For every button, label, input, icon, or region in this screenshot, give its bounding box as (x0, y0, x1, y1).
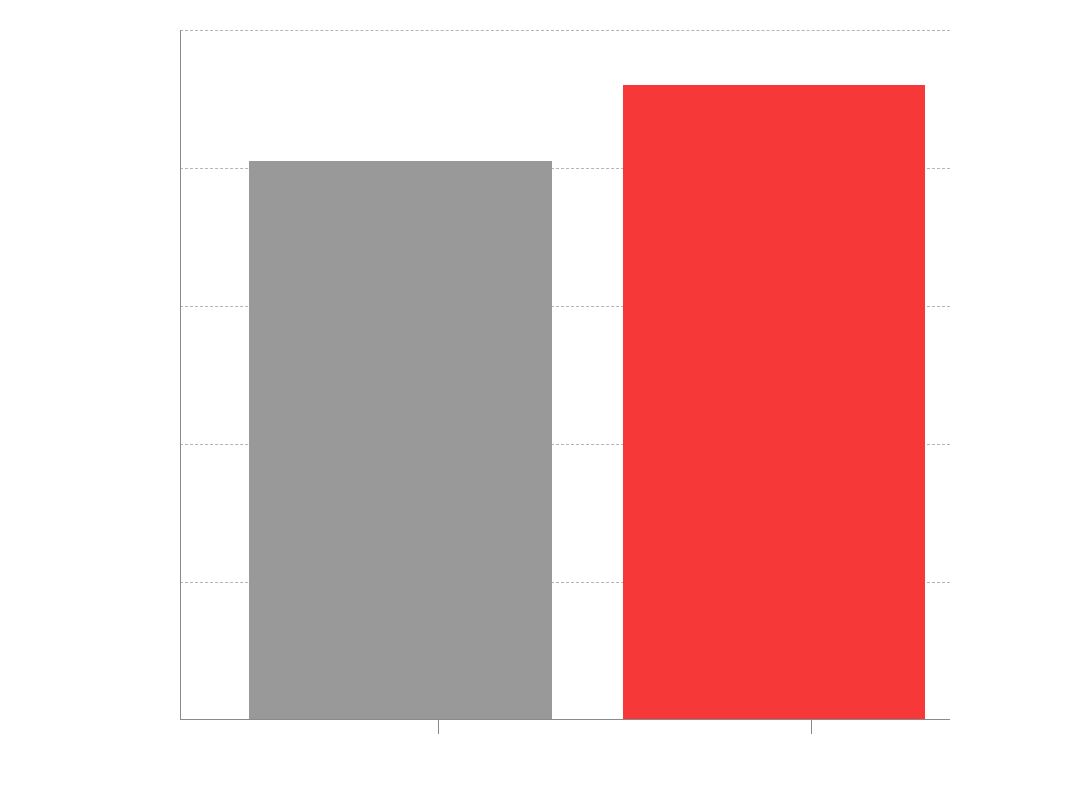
bar-2 (623, 85, 926, 720)
plot-area (180, 30, 950, 720)
gridline (180, 30, 950, 31)
x-tick (438, 720, 439, 734)
bar-1 (249, 161, 552, 720)
x-tick (811, 720, 812, 734)
x-axis-baseline (180, 719, 950, 720)
bar-chart (180, 30, 950, 720)
y-axis-line (180, 30, 181, 720)
